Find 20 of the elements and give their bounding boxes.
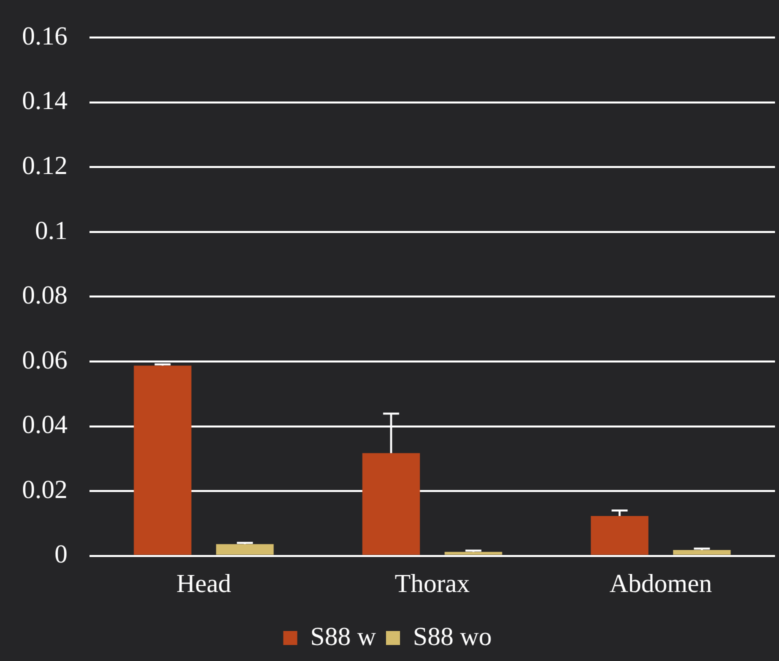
x-tick-label: Thorax bbox=[394, 569, 470, 598]
y-tick-label: 0.16 bbox=[22, 21, 68, 50]
y-tick-label: 0.08 bbox=[22, 280, 68, 310]
bar bbox=[216, 544, 274, 555]
bar bbox=[134, 366, 192, 555]
x-tick-label: Abdomen bbox=[609, 569, 712, 598]
y-tick-label: 0 bbox=[54, 540, 68, 569]
y-tick-label: 0.12 bbox=[22, 150, 68, 180]
legend-label: S88 w bbox=[310, 622, 376, 651]
y-tick-label: 0.14 bbox=[22, 86, 68, 116]
y-tick-label: 0.06 bbox=[22, 345, 68, 374]
bar bbox=[362, 453, 420, 555]
bar bbox=[590, 516, 648, 555]
y-tick-label: 0.1 bbox=[35, 216, 68, 245]
bar bbox=[444, 552, 502, 555]
y-tick-label: 0.02 bbox=[22, 474, 68, 504]
x-tick-label: Head bbox=[176, 569, 232, 598]
bar bbox=[673, 550, 731, 555]
legend-label: S88 wo bbox=[413, 622, 492, 651]
y-tick-label: 0.04 bbox=[22, 410, 68, 440]
